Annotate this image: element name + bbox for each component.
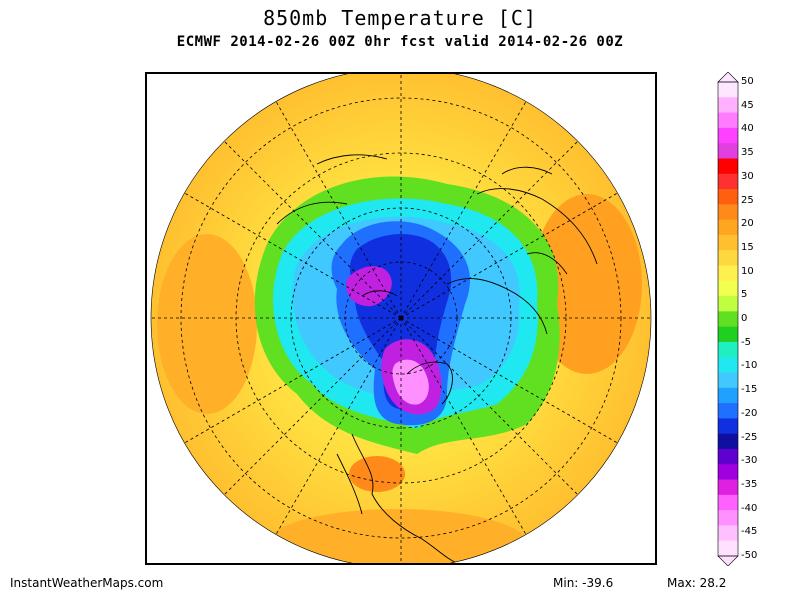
colorbar-swatch (718, 510, 738, 526)
colorbar-swatch (718, 311, 738, 328)
colorbar-label: 0 (741, 313, 748, 324)
colorbar-swatch (718, 448, 738, 465)
warm-patch-west (157, 234, 257, 414)
colorbar-label: -30 (741, 455, 758, 467)
colorbar-label: -40 (741, 502, 758, 514)
colorbar-swatch (718, 250, 738, 266)
colorbar: 50 45 40 35 30 25 20 15 10 5 0 -5 -10 -15 -20 -25 -30 -35… (715, 72, 800, 566)
site-credit: InstantWeatherMaps.com (10, 576, 164, 590)
colorbar-swatch (718, 372, 738, 389)
colorbar-label: 15 (741, 241, 754, 253)
coastlines (276, 154, 598, 563)
colorbar-label: 50 (741, 76, 754, 87)
colorbar-swatch (718, 341, 738, 358)
colorbar-swatch (718, 82, 738, 98)
longitude-lines (151, 74, 651, 563)
colorbar-swatch (718, 234, 738, 251)
colorbar-swatch (718, 189, 738, 205)
colorbar-label: 5 (741, 289, 748, 301)
colorbar-swatch (718, 204, 738, 221)
colorbar-swatch (718, 280, 738, 297)
colorbar-swatch (718, 326, 738, 343)
colorbar-label: -45 (741, 526, 758, 538)
colorbar-swatch (718, 540, 738, 557)
colorbar-label: -25 (741, 431, 758, 443)
colorbar-swatch (718, 112, 738, 129)
colorbar-scale (717, 72, 739, 566)
colorbar-label: 20 (741, 218, 754, 230)
colorbar-swatch (718, 143, 738, 159)
map-title: 850mb Temperature [C] (263, 6, 537, 30)
colorbar-swatch (718, 418, 738, 435)
map-subtitle: ECMWF 2014-02-26 00Z 0hr fcst valid 2014… (176, 34, 624, 50)
colorbar-swatch (718, 219, 738, 236)
colorbar-label: -35 (741, 478, 758, 490)
colorbar-swatch (718, 357, 738, 374)
colorbar-label: 45 (741, 99, 754, 111)
cold-pool-north (346, 266, 392, 307)
colorbar-swatch (718, 296, 738, 312)
colorbar-label: 35 (741, 147, 754, 159)
colorbar-swatch (718, 97, 738, 114)
polar-temperature-map (150, 74, 652, 563)
max-value: Max: 28.2 (667, 576, 727, 590)
colorbar-swatch (718, 433, 738, 450)
map-panel (145, 72, 657, 565)
colorbar-label: -10 (741, 360, 758, 372)
colorbar-swatch (718, 479, 738, 496)
map-boundary (150, 74, 652, 563)
min-value: Min: -39.6 (553, 576, 614, 590)
colorbar-swatch (718, 173, 738, 190)
colorbar-swatch (718, 494, 738, 511)
colorbar-label: -5 (741, 336, 751, 348)
colorbar-label: 25 (741, 194, 754, 206)
colorbar-label: 40 (741, 123, 754, 135)
colorbar-label: 30 (741, 170, 754, 182)
warm-patch-southwest (349, 456, 405, 492)
colorbar-label: -15 (741, 384, 758, 396)
colorbar-swatch (718, 403, 738, 419)
colorbar-label: 10 (741, 265, 754, 277)
colorbar-label: -20 (741, 407, 758, 419)
colorbar-swatch (718, 464, 738, 481)
colorbar-swatch (718, 127, 738, 144)
colorbar-label: -50 (741, 550, 758, 561)
colorbar-swatch (718, 265, 738, 282)
colorbar-swatch (718, 387, 738, 404)
colorbar-swatch (718, 525, 738, 542)
colorbar-swatch (718, 158, 738, 175)
